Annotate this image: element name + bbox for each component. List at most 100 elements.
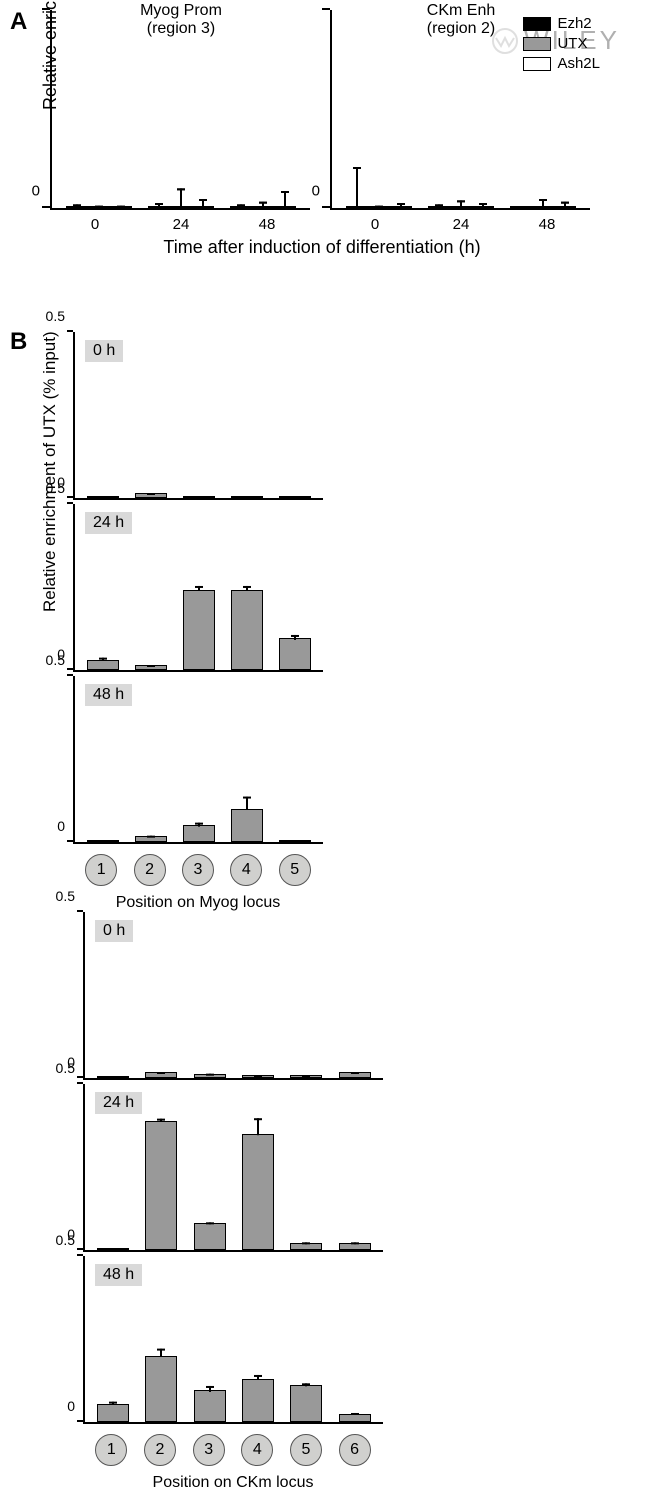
bar: [428, 206, 450, 208]
ytick-label: 0.5: [47, 1060, 75, 1076]
ytick-label: 0.5: [47, 888, 75, 904]
panel-a-chart-0: Myog Prom(region 3)015002448Time after i…: [50, 10, 310, 210]
position-marker: 1: [85, 854, 117, 886]
panel-b-label: B: [10, 328, 27, 356]
subplot: 00.524 h: [83, 1084, 383, 1252]
ytick-label: 0: [37, 818, 65, 834]
bar: [145, 1356, 177, 1422]
position-marker: 1: [95, 1434, 127, 1466]
bar: [87, 496, 119, 498]
panel-b-ylabel: Relative enrichment of UTX (% input): [40, 331, 60, 612]
bar: [290, 1075, 322, 1078]
bar: [183, 590, 215, 670]
ytick-label: 0: [292, 183, 320, 200]
bar: [97, 1076, 129, 1078]
ytick-label: 0.5: [37, 308, 65, 324]
xtick-label: 0: [91, 216, 99, 233]
position-row: 123456: [83, 1428, 383, 1466]
legend-swatch: [523, 17, 551, 31]
bar: [194, 1223, 226, 1250]
bar: [192, 206, 214, 208]
legend-swatch: [523, 57, 551, 71]
panel-a: Relative enrichment Myog Prom(region 3)0…: [50, 10, 640, 300]
bar: [135, 836, 167, 842]
bar: [231, 496, 263, 498]
bar: [279, 638, 311, 670]
panel-b-xlabel: Position on Myog locus: [73, 894, 323, 912]
bar: [339, 1072, 371, 1078]
position-marker: 2: [144, 1434, 176, 1466]
bar: [145, 1121, 177, 1250]
position-marker: 4: [230, 854, 262, 886]
bar: [290, 1243, 322, 1250]
ytick-label: 0: [12, 183, 40, 200]
bar: [274, 206, 296, 208]
position-marker: 4: [241, 1434, 273, 1466]
bar: [135, 665, 167, 670]
xtick-label: 24: [173, 216, 190, 233]
bar: [183, 496, 215, 498]
legend-label: UTX: [557, 35, 587, 52]
bar: [510, 206, 532, 208]
legend-item: Ezh2: [523, 15, 600, 32]
bar: [390, 206, 412, 208]
position-marker: 3: [182, 854, 214, 886]
bar: [242, 1075, 274, 1078]
ytick-label: 150: [12, 0, 40, 2]
ytick-label: 0.5: [37, 480, 65, 496]
bar: [231, 809, 263, 842]
panel-a-xlabel: Time after induction of differentiation …: [52, 237, 592, 258]
legend-label: Ezh2: [557, 15, 591, 32]
subplot: 00.524 h: [73, 504, 323, 672]
panel-a-label: A: [10, 8, 27, 36]
ytick-label: 0.5: [47, 1232, 75, 1248]
subplot: 00.50 h: [73, 332, 323, 500]
position-marker: 2: [134, 854, 166, 886]
bar: [97, 1248, 129, 1250]
bar: [145, 1072, 177, 1078]
bar: [339, 1414, 371, 1422]
panel-b-column-1: 00.50 h00.524 h00.548 h 123456 Position on…: [83, 912, 383, 1492]
bar: [472, 206, 494, 208]
xtick-label: 48: [539, 216, 556, 233]
position-marker: 5: [290, 1434, 322, 1466]
bar: [279, 840, 311, 842]
bar: [242, 1134, 274, 1250]
bar: [346, 206, 368, 208]
position-marker: 3: [193, 1434, 225, 1466]
legend-item: Ash2L: [523, 55, 600, 72]
ytick-label: 0: [47, 1398, 75, 1414]
panel-b: Relative enrichment of UTX (% input) 00.…: [48, 332, 648, 1492]
legend-label: Ash2L: [557, 55, 600, 72]
subplot: 00.548 h: [83, 1256, 383, 1424]
panel-b-xlabel: Position on CKm locus: [83, 1474, 383, 1492]
bar: [339, 1243, 371, 1250]
xtick-label: 48: [259, 216, 276, 233]
subplot: 00.50 h: [83, 912, 383, 1080]
xtick-label: 0: [371, 216, 379, 233]
bar: [110, 206, 132, 208]
position-marker: 5: [279, 854, 311, 886]
bar: [194, 1074, 226, 1078]
bar: [87, 840, 119, 842]
bar: [252, 206, 274, 208]
position-row: 12345: [73, 848, 323, 886]
bar: [290, 1385, 322, 1422]
bar: [87, 660, 119, 670]
ytick-label: 150: [292, 0, 320, 2]
bar: [450, 206, 472, 208]
bar: [554, 206, 576, 208]
panel-a-chart-1: CKm Enh(region 2)015002448Ezh2UTXAsh2L: [330, 10, 590, 210]
bar: [97, 1404, 129, 1422]
bar: [170, 206, 192, 208]
legend: Ezh2 UTX Ash2L: [523, 15, 600, 75]
bar: [279, 496, 311, 498]
subplot: 00.548 h: [73, 676, 323, 844]
bar: [148, 206, 170, 208]
bar: [135, 493, 167, 498]
bar: [183, 825, 215, 842]
bar: [230, 206, 252, 208]
legend-item: UTX: [523, 35, 600, 52]
bar: [242, 1379, 274, 1422]
legend-swatch: [523, 37, 551, 51]
